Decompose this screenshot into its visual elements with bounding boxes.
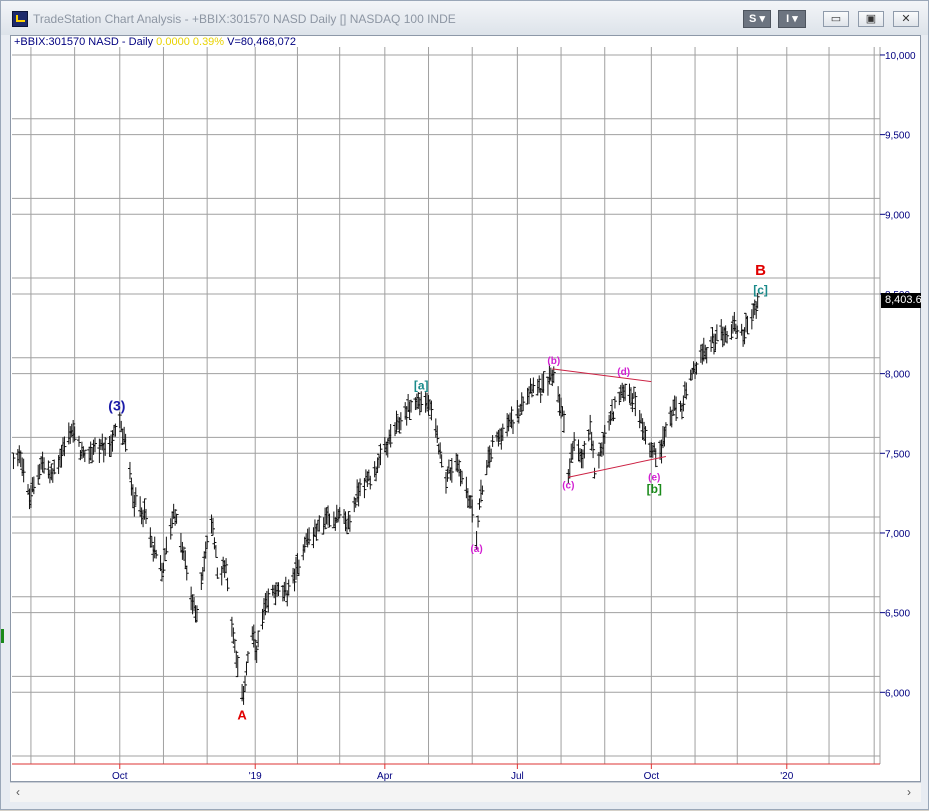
date-tick-label: Jul xyxy=(511,771,524,782)
minimize-button[interactable]: ▭ xyxy=(823,11,849,27)
restore-icon: ▣ xyxy=(865,13,877,25)
title-bar: TradeStation Chart Analysis - +BBIX:3015… xyxy=(1,1,928,35)
pct-change-value: 0.39% xyxy=(192,36,225,48)
left-edge-marker xyxy=(1,629,4,643)
scroll-left-icon[interactable]: ‹ xyxy=(16,785,20,799)
symbol-label: +BBIX:301570 NASD - Daily xyxy=(14,36,154,48)
close-icon: ✕ xyxy=(901,13,911,25)
s-menu-button[interactable]: S ▾ xyxy=(743,10,771,28)
restore-button[interactable]: ▣ xyxy=(858,11,884,27)
price-axis: 6,0006,5007,0007,5008,0008,5009,0009,500… xyxy=(880,51,916,699)
date-tick-label: Apr xyxy=(377,771,393,782)
i-menu-button[interactable]: I ▾ xyxy=(778,10,806,28)
wave-label: (e) xyxy=(648,472,660,483)
date-axis: Oct '19 Apr Jul Oct '20 xyxy=(112,764,794,782)
wave-label: A xyxy=(237,707,247,722)
wave-label: [b] xyxy=(647,482,662,496)
price-tick-label: 6,000 xyxy=(885,688,910,699)
status-line: +BBIX:301570 NASD - Daily 0.0000 0.39% V… xyxy=(14,36,296,48)
wave-label: (b) xyxy=(547,356,560,367)
wave-label: (d) xyxy=(617,367,630,378)
grid-lines xyxy=(12,47,881,765)
triangle-trendlines xyxy=(552,368,667,478)
wave-label: [c] xyxy=(753,283,768,297)
close-button[interactable]: ✕ xyxy=(893,11,919,27)
price-tick-label: 7,500 xyxy=(885,449,910,460)
scroll-right-icon[interactable]: › xyxy=(907,785,911,799)
minimize-icon: ▭ xyxy=(830,13,842,25)
volume-value: V=80,468,072 xyxy=(227,36,296,48)
date-tick-label: Oct xyxy=(112,771,128,782)
price-tick-label: 10,000 xyxy=(885,51,916,62)
s-menu-arrow-icon: ▾ xyxy=(759,13,765,25)
price-tick-label: 9,000 xyxy=(885,210,910,221)
wave-label: [a] xyxy=(414,379,429,393)
wave-label: (c) xyxy=(562,480,574,491)
horizontal-scrollbar[interactable]: ‹ › xyxy=(10,782,921,802)
chart-frame[interactable] xyxy=(10,35,921,782)
date-tick-label: Oct xyxy=(644,771,660,782)
wave-label: (a) xyxy=(470,544,482,555)
i-button-label: I xyxy=(786,13,790,25)
price-tick-label: 9,500 xyxy=(885,131,910,142)
price-tick-label: 7,000 xyxy=(885,529,910,540)
price-tick-label: 6,500 xyxy=(885,609,910,620)
price-tick-label: 8,000 xyxy=(885,370,910,381)
change-value: 0.0000 xyxy=(156,36,190,48)
tradestation-logo-icon xyxy=(12,11,28,27)
trendline xyxy=(568,455,667,478)
wave-label: B xyxy=(755,262,766,279)
i-menu-arrow-icon: ▾ xyxy=(792,13,798,25)
wave-labels: (3) A [a] (a) (b) (c) (d) (e)[b] [c] B xyxy=(108,262,768,723)
last-price-marker: 8,403.6 xyxy=(881,293,921,308)
price-bars xyxy=(11,292,760,705)
trendline xyxy=(552,368,652,383)
s-button-label: S xyxy=(749,13,757,25)
date-tick-label: '20 xyxy=(780,771,793,782)
window-title: TradeStation Chart Analysis - +BBIX:3015… xyxy=(33,12,456,26)
wave-label: (3) xyxy=(108,397,125,413)
date-tick-label: '19 xyxy=(249,771,262,782)
